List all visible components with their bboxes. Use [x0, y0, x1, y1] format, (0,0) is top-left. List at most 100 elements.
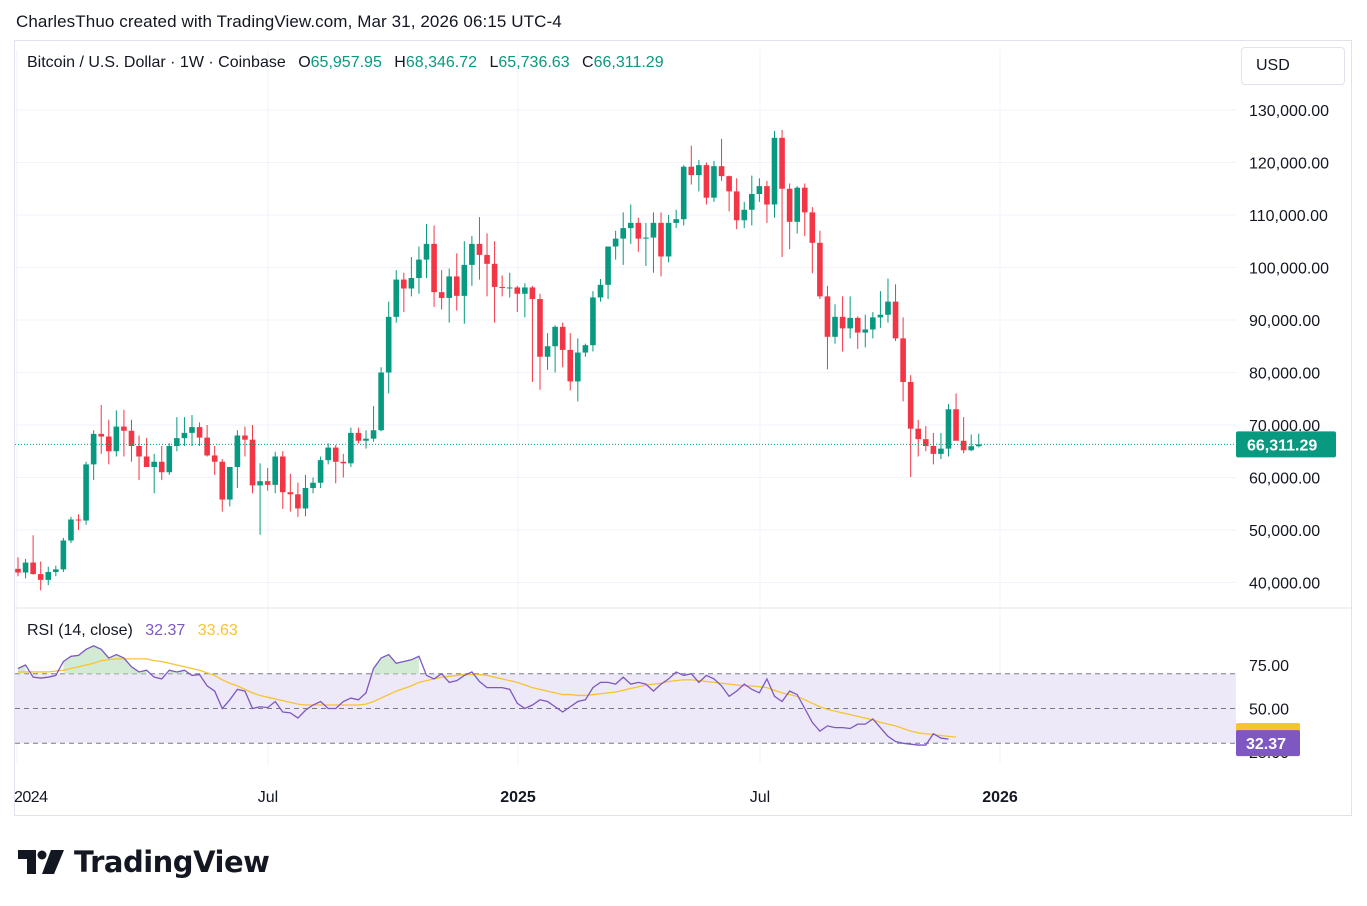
candle-up — [53, 569, 59, 572]
rsi-legend: RSI (14, close) 32.37 33.63 — [27, 622, 238, 640]
candle-down — [128, 430, 135, 446]
candle-up — [166, 446, 173, 473]
symbol-title[interactable]: Bitcoin / U.S. Dollar · 1W · Coinbase — [27, 54, 286, 71]
candle-down — [930, 446, 937, 454]
candle-down — [764, 186, 770, 205]
candle-up — [408, 278, 415, 289]
candle-down — [219, 461, 226, 500]
candle-down — [953, 409, 959, 441]
candle-down — [907, 381, 914, 429]
candle-up — [620, 228, 626, 239]
high-value: 68,346.72 — [405, 54, 478, 71]
candle-up — [416, 259, 422, 278]
candle-down — [279, 456, 286, 493]
candle-up — [877, 314, 884, 318]
price-axis-tick: 80,000.00 — [1249, 366, 1320, 383]
candle-down — [355, 432, 362, 441]
rsi-value-badge — [1236, 730, 1300, 757]
last-price-badge — [1236, 431, 1336, 458]
open-value: 65,957.95 — [310, 54, 382, 71]
candle-up — [575, 352, 581, 382]
rsi-title[interactable]: RSI (14, close) — [27, 622, 133, 639]
candle-up — [317, 460, 324, 483]
candle-up — [522, 287, 528, 294]
candle-up — [590, 297, 596, 346]
rsi-overbought-fill — [373, 654, 419, 674]
time-axis-label: 2024 — [14, 789, 48, 806]
candle-down — [779, 137, 785, 189]
candle-up — [45, 572, 52, 580]
candle-up — [469, 243, 475, 265]
candle-down — [817, 242, 823, 297]
candle-up — [113, 426, 120, 452]
time-axis-label: Jul — [750, 789, 770, 806]
candle-down — [476, 243, 483, 255]
candle-down — [196, 427, 203, 438]
candle-down — [499, 286, 505, 288]
price-axis-tick: 120,000.00 — [1249, 156, 1329, 173]
candle-down — [809, 212, 816, 243]
candle-up — [680, 166, 687, 220]
candle-down — [264, 481, 271, 485]
candle-down — [453, 276, 460, 296]
candle-down — [733, 191, 740, 221]
candle-up — [310, 482, 316, 488]
close-label: C — [582, 54, 594, 71]
tradingview-logo-icon — [18, 850, 64, 874]
candle-up — [696, 165, 702, 176]
candle-down — [824, 296, 831, 337]
candle-up — [612, 238, 619, 247]
open-label: O — [298, 54, 311, 71]
candle-down — [295, 494, 301, 509]
candle-down — [786, 188, 793, 222]
candle-down — [98, 433, 105, 437]
candle-down — [514, 287, 521, 294]
candle-up — [370, 430, 377, 439]
candle-up — [544, 346, 551, 357]
currency-button[interactable]: USD — [1241, 47, 1345, 85]
candle-up — [227, 467, 233, 500]
candle-down — [204, 437, 210, 456]
candle-down — [726, 176, 732, 192]
tradingview-logo[interactable]: TradingView — [18, 842, 270, 882]
candle-up — [272, 456, 279, 485]
price-axis-tick: 100,000.00 — [1249, 261, 1329, 278]
tradingview-logo-text: TradingView — [74, 845, 270, 879]
candle-down — [839, 316, 846, 329]
candle-up — [643, 237, 649, 239]
low-label: L — [489, 54, 499, 71]
candle-up — [597, 284, 604, 298]
candle-down — [688, 166, 695, 176]
candle-down — [15, 568, 21, 573]
rsi-value-badge-label: 32.37 — [1246, 736, 1286, 753]
candle-up — [582, 345, 589, 353]
candle-up — [605, 246, 611, 285]
candle-up — [938, 448, 944, 454]
candle-up — [975, 444, 982, 447]
candle-up — [151, 461, 157, 467]
price-axis-tick: 110,000.00 — [1249, 208, 1328, 225]
price-axis-tick: 40,000.00 — [1249, 576, 1320, 593]
candle-down — [801, 187, 808, 213]
chart-credit: CharlesThuo created with TradingView.com… — [16, 12, 562, 31]
candle-down — [431, 243, 437, 293]
rsi-overbought-fill — [169, 670, 185, 674]
price-axis-tick: 90,000.00 — [1249, 313, 1320, 330]
rsi-axis-tick: 75.00 — [1249, 658, 1289, 675]
symbol-legend: Bitcoin / U.S. Dollar · 1W · Coinbase O6… — [27, 54, 664, 72]
candle-down — [401, 279, 407, 289]
candle-down — [75, 519, 82, 521]
candle-up — [83, 464, 89, 521]
candle-down — [287, 492, 294, 495]
candle-up — [847, 317, 853, 329]
candle-down — [491, 263, 498, 287]
candle-down — [136, 446, 142, 457]
candle-down — [242, 435, 248, 440]
candle-down — [854, 317, 861, 333]
candle-down — [37, 574, 44, 580]
candle-up — [506, 287, 513, 289]
candle-up — [794, 187, 800, 222]
rsi-line — [17, 645, 949, 746]
candle-up — [22, 562, 29, 573]
